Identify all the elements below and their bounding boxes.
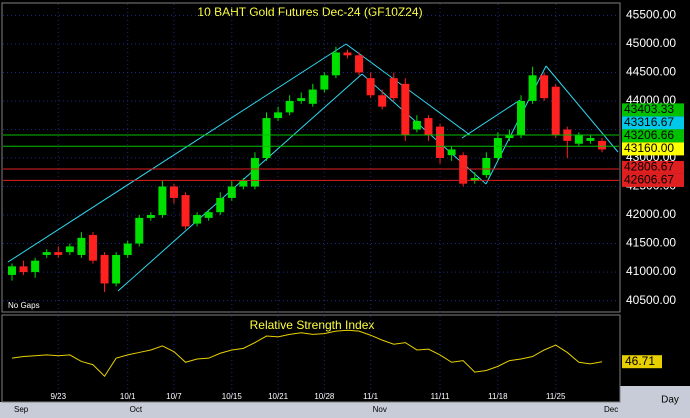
y-tick-label: 44500.00 [626,65,676,79]
candle-body [135,217,144,244]
price-marker: 43206.66 [624,128,674,142]
candle-body [274,112,283,119]
price-marker-bg [622,173,684,187]
candle-body [181,195,190,227]
date-strip [0,402,690,418]
candle-body [586,138,595,141]
candle-body [31,260,40,273]
x-tick-label: 10/21 [268,392,289,401]
candle-body [19,266,28,273]
rsi-title: Relative Strength Index [250,318,375,332]
x-tick-label: 11/1 [363,392,379,401]
candle-body [65,246,74,253]
candle-body [8,266,16,275]
candle-body [320,75,329,90]
x-tick-label: 9/23 [50,392,66,401]
candle-body [574,135,583,144]
candle-body [517,100,526,136]
month-label: Sep [14,405,29,414]
x-tick-label: 11/18 [488,392,508,401]
price-panel-frame [1,2,621,313]
price-marker: 42806.67 [624,160,674,174]
rsi-marker: 46.71 [625,354,655,368]
candle-body [551,86,560,136]
chart-title: 10 BAHT Gold Futures Dec-24 (GF10Z24) [197,5,422,19]
y-tick-label: 41500.00 [626,236,676,250]
candle-body [42,252,51,255]
y-tick-label: 45000.00 [626,36,676,50]
candle-body [250,158,259,187]
rsi-panel-frame [1,314,621,403]
candle-body [123,243,132,255]
candle-body [100,254,109,284]
candle-body [343,52,352,56]
rsi-marker-bg [622,355,662,369]
month-label: Nov [373,405,387,414]
candle-body [239,180,248,187]
candle-body [227,186,236,198]
price-marker: 43316.67 [624,115,674,129]
interval-label: Day [661,395,679,406]
candle-body [598,140,606,150]
price-marker-bg [622,160,684,174]
candle-body [308,89,317,104]
x-tick-label: 10/7 [166,392,182,401]
rsi-line [11,329,603,378]
x-tick-label: 10/1 [120,392,136,401]
candle-body [112,254,121,284]
candle-body [424,118,433,136]
candle-body [493,138,502,158]
candle-body [146,215,155,218]
price-marker-bg [622,103,684,117]
y-tick-label: 45500.00 [626,8,676,22]
trend-line [7,43,347,263]
candle-body [77,237,86,255]
candle-body [436,126,445,158]
price-marker: 43403.33 [624,102,674,116]
candle-body [540,75,549,99]
candle-body [88,235,97,261]
candle-body [505,135,514,139]
candle-body [482,158,491,176]
price-marker-bg [622,116,684,130]
gap-note: No Gaps [8,301,40,310]
candle-body [216,197,225,213]
candle-body [262,118,271,158]
price-marker-bg [622,129,684,143]
candle-body [331,52,340,76]
x-tick-label: 10/28 [314,392,335,401]
price-marker-bg [622,142,684,156]
candle-body [158,186,167,216]
candle-body [169,186,178,198]
candle-body [401,83,410,136]
candle-body [54,252,63,255]
month-label: Dec [604,405,618,414]
month-label: Oct [130,405,143,414]
candle-body [204,212,213,218]
trend-line [461,99,521,139]
candle-body [355,55,364,73]
x-tick-label: 10/15 [222,392,243,401]
candle-body [412,120,421,130]
x-tick-label: 11/25 [546,392,566,401]
candle-body [447,149,456,156]
candle-body [285,100,294,113]
candle-body [193,215,202,224]
candle-body [470,177,479,181]
y-tick-label: 42000.00 [626,207,676,221]
y-tick-label: 40500.00 [626,293,676,307]
price-marker: 42606.67 [624,173,674,187]
candle-body [297,98,306,101]
interval-box [620,386,690,418]
trend-line [545,65,619,153]
y-tick-label: 41000.00 [626,264,676,278]
candle-body [366,78,375,96]
candle-body [528,75,537,101]
candle-body [378,95,387,107]
x-tick-label: 11/11 [431,392,450,401]
candle-body [389,78,398,99]
price-marker: 43160.00 [624,141,674,155]
